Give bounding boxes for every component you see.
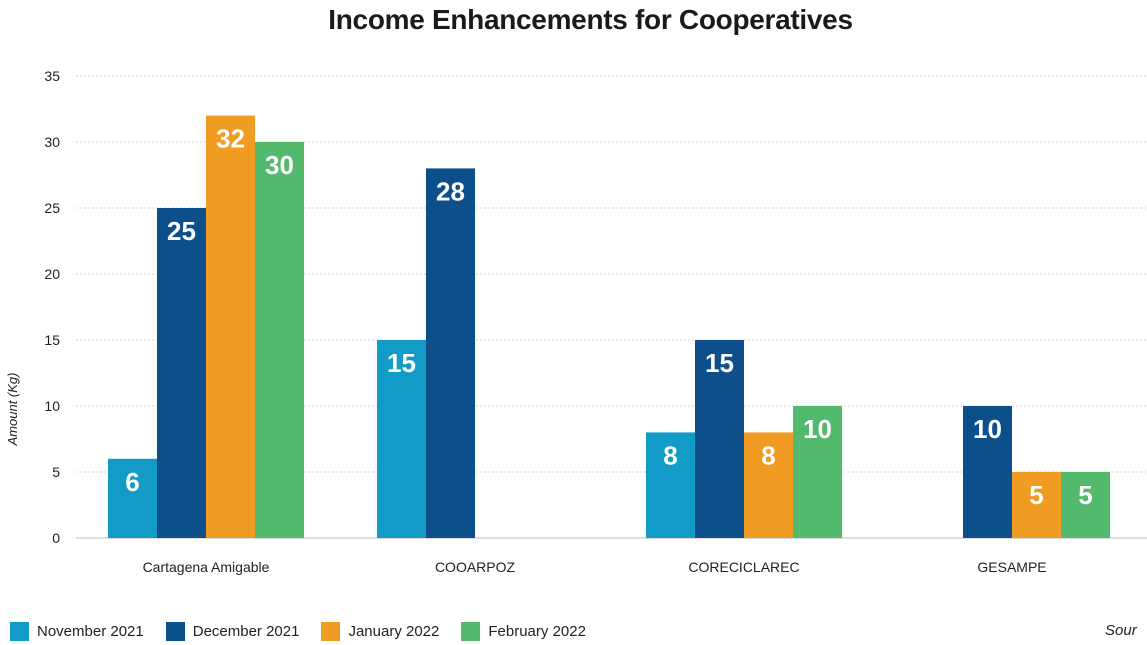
bar	[744, 432, 793, 538]
bar-labels: 6 25 32 30 15 28 8 15 8 10 10 5 5	[125, 124, 1092, 510]
bar-value-label: 28	[436, 176, 465, 206]
bar-value-label: 10	[973, 414, 1002, 444]
y-tick-label: 25	[44, 200, 60, 216]
legend-swatch	[461, 622, 481, 641]
y-tick-label: 20	[44, 266, 60, 282]
legend-label: December 2021	[192, 623, 300, 640]
x-tick-label: CORECICLAREC	[688, 559, 799, 575]
x-axis-ticks: Cartagena Amigable COOARPOZ CORECICLAREC GE…	[143, 559, 1047, 575]
bar	[255, 142, 304, 538]
legend-swatch	[165, 622, 185, 641]
bar	[695, 340, 744, 538]
bars	[108, 115, 1110, 538]
bar	[377, 340, 426, 538]
bar-value-label: 30	[265, 150, 294, 180]
bar	[1061, 472, 1110, 538]
bar	[1012, 472, 1061, 538]
legend-item: February 2022	[461, 622, 586, 641]
bar-value-label: 5	[1029, 480, 1043, 510]
legend-swatch	[10, 622, 29, 641]
bar-value-label: 5	[1078, 480, 1092, 510]
bar-value-label: 8	[663, 440, 677, 470]
legend-label: January 2022	[348, 623, 440, 640]
bar-value-label: 10	[803, 414, 832, 444]
bar	[157, 208, 206, 538]
legend-swatch	[321, 622, 341, 641]
legend-item: December 2021	[165, 622, 300, 641]
legend-item: January 2022	[321, 622, 439, 641]
bar	[206, 115, 255, 538]
bar	[793, 406, 842, 538]
legend-label: November 2021	[37, 623, 144, 640]
legend: November 2021 December 2021 January 2022 Fe…	[10, 622, 608, 641]
bar	[646, 432, 695, 538]
x-tick-label: GESAMPE	[977, 559, 1046, 575]
y-axis-label: Amount (Kg)	[5, 373, 20, 447]
bar-value-label: 15	[387, 348, 416, 378]
bar-value-label: 8	[761, 440, 775, 470]
y-tick-label: 35	[44, 68, 60, 84]
x-tick-label: COOARPOZ	[435, 559, 516, 575]
y-tick-label: 5	[52, 464, 60, 480]
bar-value-label: 25	[167, 216, 196, 246]
bar	[426, 168, 475, 538]
source-note: Sour	[1105, 622, 1137, 639]
y-axis-ticks: 0 5 10 15 20 25 30 35	[44, 68, 60, 546]
x-tick-label: Cartagena Amigable	[143, 559, 270, 575]
y-tick-label: 15	[44, 332, 60, 348]
y-tick-label: 30	[44, 134, 60, 150]
chart-title: Income Enhancements for Cooperatives	[328, 4, 853, 35]
y-tick-label: 10	[44, 398, 60, 414]
legend-item: November 2021	[10, 622, 144, 641]
bar	[963, 406, 1012, 538]
bar-value-label: 15	[705, 348, 734, 378]
bar-value-label: 6	[125, 467, 139, 497]
bar	[108, 458, 157, 538]
legend-label: February 2022	[488, 623, 586, 640]
y-tick-label: 0	[52, 530, 60, 546]
bar-value-label: 32	[216, 124, 245, 154]
